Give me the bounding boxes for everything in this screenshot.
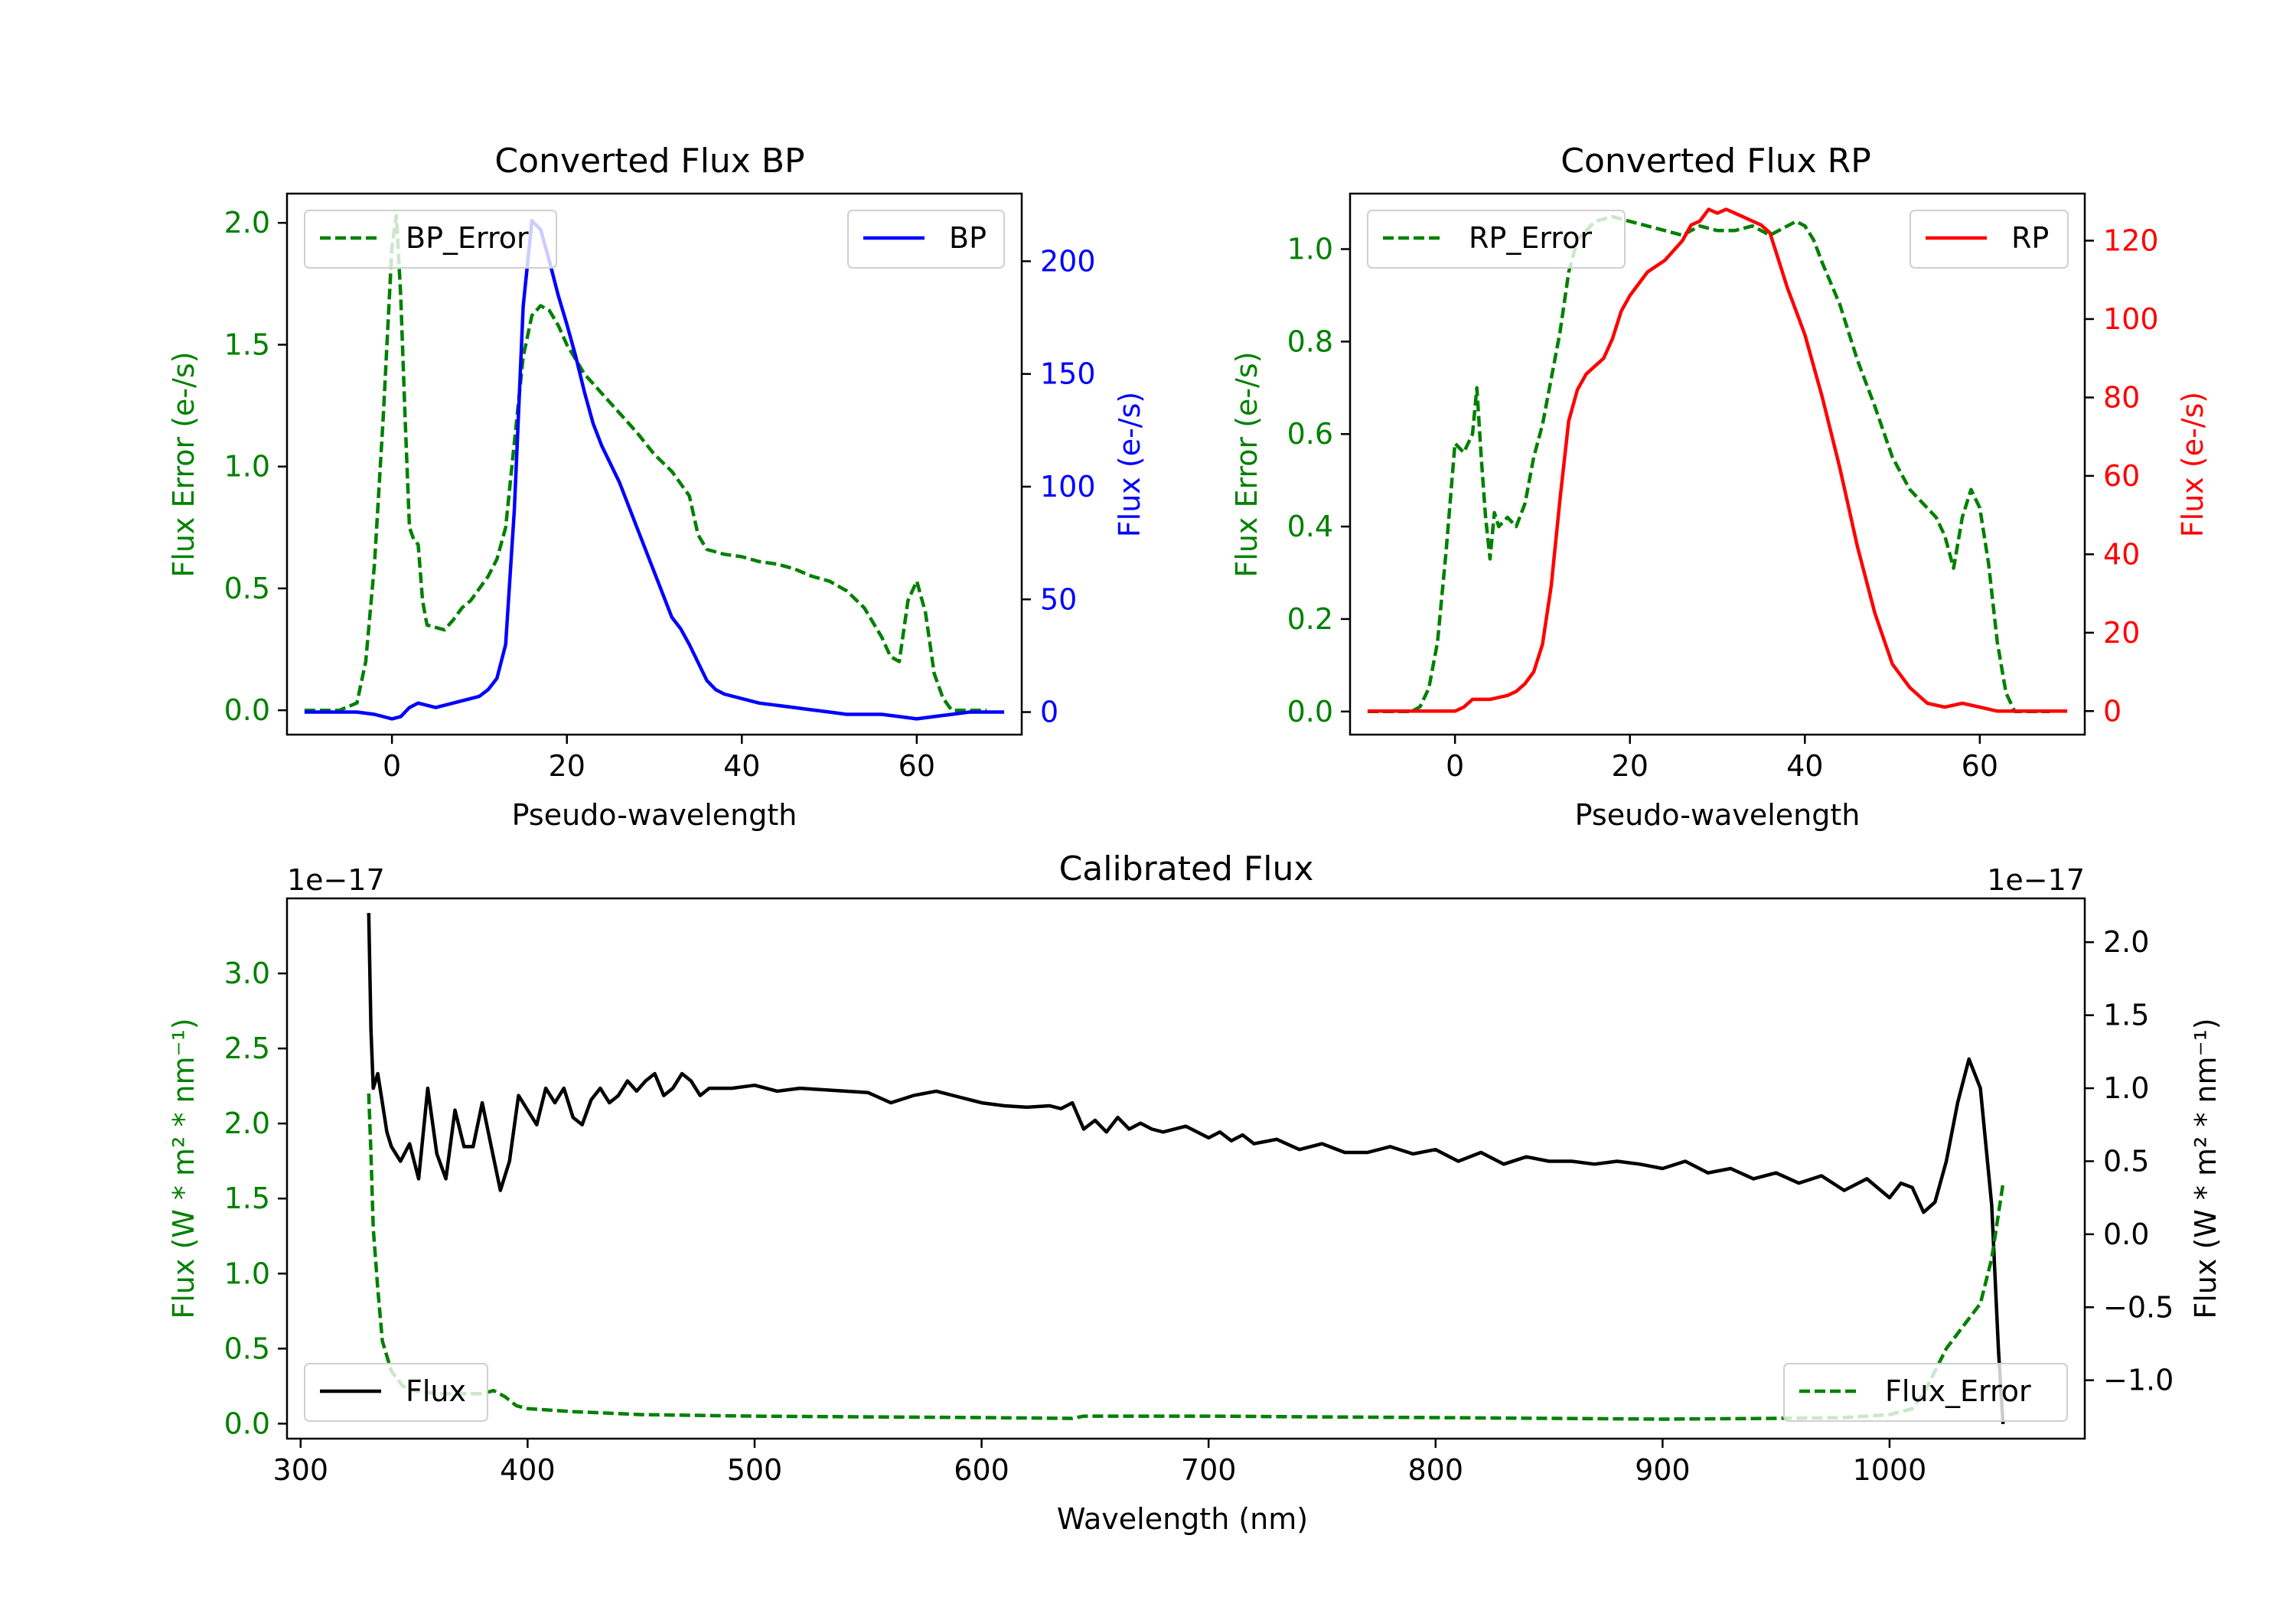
rp-axes-frame <box>1349 192 2086 736</box>
bp-legend-flux: BP <box>847 210 1005 269</box>
rp-title: Converted Flux RP <box>1561 142 1871 181</box>
rp-legend-error: RP_Error <box>1367 210 1626 269</box>
cal-series-flux <box>367 913 2005 1425</box>
cal-ylabel-right: Flux (W * m² * nm⁻¹) <box>2189 1018 2223 1319</box>
cal-legend-flux-label: Flux <box>406 1374 466 1408</box>
bp-ytick-left-label: 0.0 <box>224 693 270 727</box>
rp-ytick-left-label: 1.0 <box>1287 233 1333 266</box>
cal-ytick-right-label: −1.0 <box>2103 1364 2174 1397</box>
bp-ytick-right-label: 100 <box>1040 470 1096 504</box>
cal-xtick-label: 600 <box>954 1453 1009 1487</box>
cal-legend-error: Flux_Error <box>1783 1363 2068 1422</box>
rp-xtick-label: 60 <box>1962 749 1998 783</box>
bp-ytick-left-label: 1.0 <box>224 450 270 484</box>
bp-xtick-label: 20 <box>549 749 585 783</box>
cal-ytick-left-label: 0.0 <box>224 1407 270 1440</box>
cal-ytick-right-label: 1.5 <box>2103 999 2149 1032</box>
cal-xlabel: Wavelength (nm) <box>1057 1502 1308 1536</box>
rp-xtick-label: 20 <box>1612 749 1649 783</box>
rp-ytick-left-label: 0.6 <box>1287 417 1333 451</box>
cal-xtick-label: 1000 <box>1853 1453 1927 1487</box>
rp-chart: Converted Flux RP 0 20 40 60 0.0 0.2 0.4 0.6 0.… <box>1230 142 2210 832</box>
rp-xtick-label: 0 <box>1446 749 1464 783</box>
cal-offset-left: 1e−17 <box>287 863 385 897</box>
rp-ytick-right-label: 100 <box>2103 302 2159 336</box>
bp-ytick-right-label: 200 <box>1040 244 1096 278</box>
rp-ytick-left-label: 0.8 <box>1287 324 1333 358</box>
cal-legend-flux: Flux <box>304 1363 488 1422</box>
rp-ytick-left-label: 0.0 <box>1287 695 1333 729</box>
cal-ytick-right-label: 2.0 <box>2103 925 2149 959</box>
bp-title: Converted Flux BP <box>494 142 804 181</box>
bp-legend-flux-label: BP <box>949 221 987 255</box>
cal-xtick-label: 700 <box>1181 1453 1237 1487</box>
cal-xtick-label: 800 <box>1407 1453 1463 1487</box>
cal-ytick-right-label: 1.0 <box>2103 1071 2149 1105</box>
bp-legend-error: BP_Error <box>304 210 557 269</box>
rp-series-rp <box>1367 207 2068 713</box>
cal-ytick-left-label: 3.0 <box>224 957 270 990</box>
rp-ytick-left-label: 0.2 <box>1287 602 1333 636</box>
cal-xtick-label: 900 <box>1635 1453 1691 1487</box>
cal-ytick-right-label: −0.5 <box>2103 1290 2174 1324</box>
bp-ytick-left-label: 1.5 <box>224 328 270 361</box>
cal-ylabel-left: Flux (W * m² * nm⁻¹) <box>167 1018 201 1319</box>
bp-xtick-label: 40 <box>723 749 760 783</box>
bp-chart: Converted Flux BP 0 20 40 60 0.0 0.5 1.0 1.5 2.… <box>167 142 1146 832</box>
cal-ytick-left-label: 2.5 <box>224 1032 270 1065</box>
bp-legend-error-label: BP_Error <box>406 221 529 255</box>
rp-ytick-right-label: 60 <box>2103 459 2140 493</box>
rp-legend-error-label: RP_Error <box>1469 221 1592 255</box>
rp-legend-flux: RP <box>1910 210 2069 269</box>
bp-xtick-label: 0 <box>383 749 401 783</box>
rp-ytick-right-label: 120 <box>2103 223 2159 257</box>
cal-title: Calibrated Flux <box>1059 849 1314 888</box>
rp-ylabel-left: Flux Error (e-/s) <box>1230 351 1264 577</box>
cal-xtick-label: 300 <box>273 1453 329 1487</box>
rp-xlabel: Pseudo-wavelength <box>1575 798 1861 832</box>
cal-ytick-left-label: 0.5 <box>224 1332 270 1365</box>
bp-axes-frame <box>285 192 1023 736</box>
rp-legend-flux-label: RP <box>2011 221 2049 255</box>
bp-ytick-right-label: 150 <box>1040 357 1096 391</box>
bp-xlabel: Pseudo-wavelength <box>512 798 797 832</box>
bp-ytick-left-label: 2.0 <box>224 206 270 240</box>
bp-ylabel-right: Flux (e-/s) <box>1113 392 1146 537</box>
rp-ylabel-right: Flux (e-/s) <box>2176 392 2210 537</box>
calibrated-chart: Calibrated Flux 1e−17 1e−17 300 400 500 600… <box>167 849 2223 1536</box>
bp-series-bp-error <box>304 214 987 712</box>
cal-ytick-right-label: 0.0 <box>2103 1217 2149 1251</box>
rp-ytick-right-label: 0 <box>2103 694 2122 728</box>
bp-xtick-label: 60 <box>899 749 935 783</box>
rp-ytick-right-label: 20 <box>2103 616 2140 650</box>
rp-ytick-right-label: 80 <box>2103 380 2140 414</box>
bp-ytick-left-label: 0.5 <box>224 572 270 605</box>
cal-ytick-right-label: 0.5 <box>2103 1144 2149 1178</box>
rp-ytick-left-label: 0.4 <box>1287 510 1333 543</box>
cal-xtick-label: 500 <box>727 1453 783 1487</box>
cal-ytick-left-label: 2.0 <box>224 1107 270 1140</box>
cal-legend-error-label: Flux_Error <box>1885 1374 2031 1408</box>
cal-xtick-label: 400 <box>500 1453 556 1487</box>
bp-series-bp <box>304 219 1005 721</box>
bp-ytick-right-label: 0 <box>1040 696 1058 729</box>
bp-ylabel-left: Flux Error (e-/s) <box>167 351 201 577</box>
cal-axes-frame <box>285 897 2086 1440</box>
rp-series-rp-error <box>1367 214 2050 714</box>
cal-offset-right: 1e−17 <box>1987 863 2085 897</box>
rp-xtick-label: 40 <box>1786 749 1823 783</box>
rp-ytick-right-label: 40 <box>2103 537 2140 571</box>
bp-ytick-right-label: 50 <box>1040 582 1077 616</box>
cal-ytick-left-label: 1.0 <box>224 1257 270 1290</box>
cal-ytick-left-label: 1.5 <box>224 1182 270 1215</box>
